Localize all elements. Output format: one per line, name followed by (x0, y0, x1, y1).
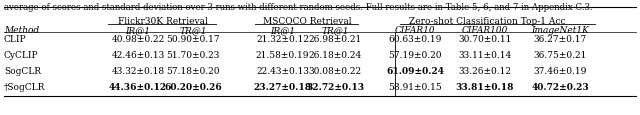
Text: 40.98±0.22: 40.98±0.22 (111, 35, 164, 44)
Text: 36.75±0.21: 36.75±0.21 (533, 51, 587, 59)
Text: TR@1: TR@1 (179, 26, 207, 35)
Text: CIFAR10: CIFAR10 (395, 26, 435, 35)
Text: 26.18±0.24: 26.18±0.24 (308, 51, 362, 59)
Text: 44.36±0.12: 44.36±0.12 (109, 82, 167, 91)
Text: †SogCLR: †SogCLR (4, 82, 45, 91)
Text: 30.70±0.11: 30.70±0.11 (458, 35, 512, 44)
Text: 43.32±0.18: 43.32±0.18 (111, 66, 164, 75)
Text: 22.43±0.13: 22.43±0.13 (256, 66, 309, 75)
Text: 40.72±0.23: 40.72±0.23 (531, 82, 589, 91)
Text: ImageNet1K: ImageNet1K (531, 26, 589, 35)
Text: Flickr30K Retrieval: Flickr30K Retrieval (118, 17, 208, 26)
Text: average of scores and standard deviation over 3 runs with different random seeds: average of scores and standard deviation… (4, 3, 593, 11)
Text: Zero-shot Classification Top-1 Acc: Zero-shot Classification Top-1 Acc (409, 17, 566, 26)
Text: IR@1: IR@1 (270, 26, 295, 35)
Text: 57.18±0.20: 57.18±0.20 (166, 66, 220, 75)
Text: 37.46±0.19: 37.46±0.19 (533, 66, 587, 75)
Text: CyCLIP: CyCLIP (4, 51, 38, 59)
Text: 23.27±0.18: 23.27±0.18 (253, 82, 312, 91)
Text: TR@1: TR@1 (321, 26, 349, 35)
Text: Method: Method (4, 26, 39, 35)
Text: MSCOCO Retrieval: MSCOCO Retrieval (263, 17, 352, 26)
Text: 51.70±0.23: 51.70±0.23 (166, 51, 220, 59)
Text: 33.26±0.12: 33.26±0.12 (458, 66, 511, 75)
Text: 21.58±0.19: 21.58±0.19 (256, 51, 309, 59)
Text: 33.81±0.18: 33.81±0.18 (456, 82, 515, 91)
Text: 50.90±0.17: 50.90±0.17 (166, 35, 220, 44)
Text: 30.08±0.22: 30.08±0.22 (308, 66, 362, 75)
Text: 36.27±0.17: 36.27±0.17 (533, 35, 587, 44)
Text: 60.63±0.19: 60.63±0.19 (388, 35, 442, 44)
Text: SogCLR: SogCLR (4, 66, 41, 75)
Text: CIFAR100: CIFAR100 (462, 26, 508, 35)
Text: 61.09±0.24: 61.09±0.24 (386, 66, 444, 75)
Text: 58.91±0.15: 58.91±0.15 (388, 82, 442, 91)
Text: 33.11±0.14: 33.11±0.14 (458, 51, 511, 59)
Text: 26.98±0.21: 26.98±0.21 (308, 35, 362, 44)
Text: CLIP: CLIP (4, 35, 27, 44)
Text: 21.32±0.12: 21.32±0.12 (256, 35, 309, 44)
Text: IR@1: IR@1 (125, 26, 150, 35)
Text: 60.20±0.26: 60.20±0.26 (164, 82, 222, 91)
Text: 57.19±0.20: 57.19±0.20 (388, 51, 442, 59)
Text: 42.46±0.13: 42.46±0.13 (111, 51, 164, 59)
Text: 32.72±0.13: 32.72±0.13 (306, 82, 364, 91)
